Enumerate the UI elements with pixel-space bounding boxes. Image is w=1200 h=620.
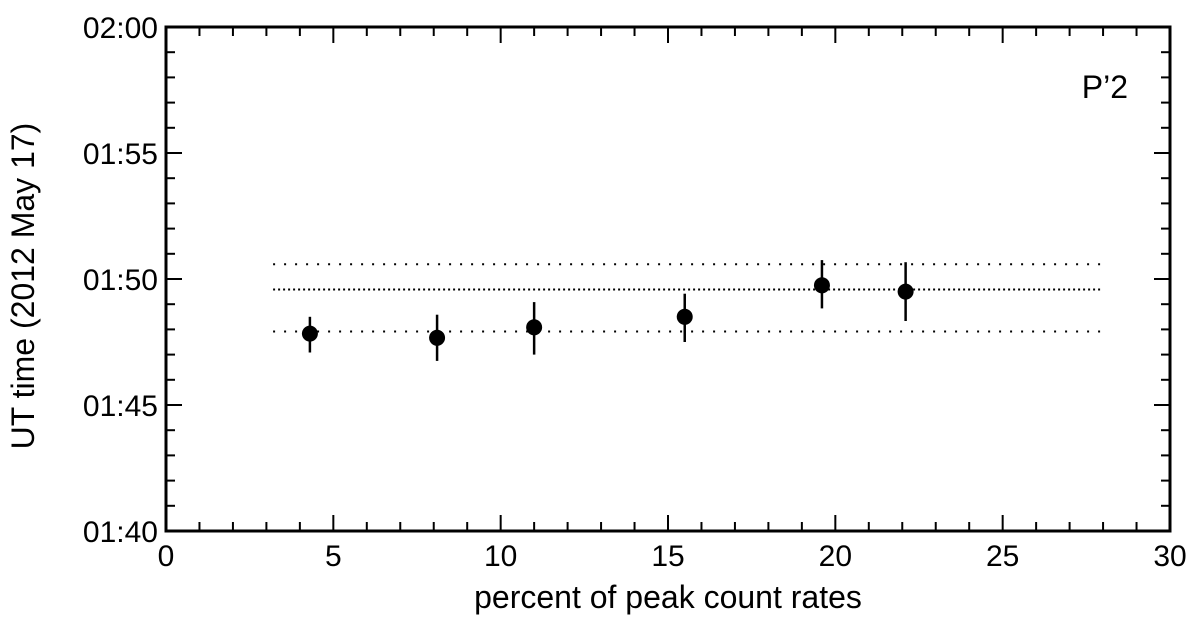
panel-label: P’2	[1082, 69, 1128, 105]
x-tick-label: 20	[819, 540, 852, 573]
y-tick-label: 01:55	[83, 138, 158, 171]
x-tick-label: 10	[484, 540, 517, 573]
data-point	[526, 319, 543, 336]
x-tick-label: 15	[651, 540, 684, 573]
axis-ticks	[165, 26, 1171, 532]
x-tick-label: 25	[986, 540, 1019, 573]
y-tick-label: 02:00	[83, 12, 158, 45]
data-point	[897, 283, 914, 300]
y-axis-title: UT time (2012 May 17)	[5, 123, 41, 450]
x-tick-labels: 0 5 10 15 20 25 30	[158, 540, 1187, 573]
reference-lines	[273, 263, 1104, 333]
x-tick-label: 30	[1153, 540, 1186, 573]
data-point	[429, 329, 446, 346]
y-tick-label: 01:45	[83, 390, 158, 423]
y-tick-label: 01:40	[83, 516, 158, 549]
data-point	[301, 325, 318, 342]
y-tick-label: 01:50	[83, 264, 158, 297]
x-tick-label: 5	[325, 540, 342, 573]
data-point	[813, 277, 830, 294]
y-tick-labels: 01:40 01:45 01:50 01:55 02:00	[83, 12, 158, 549]
data-point	[676, 308, 693, 325]
data-points	[301, 260, 914, 361]
x-tick-label: 0	[158, 540, 175, 573]
plot-frame	[164, 25, 1172, 533]
x-axis-title: percent of peak count rates	[474, 579, 862, 615]
